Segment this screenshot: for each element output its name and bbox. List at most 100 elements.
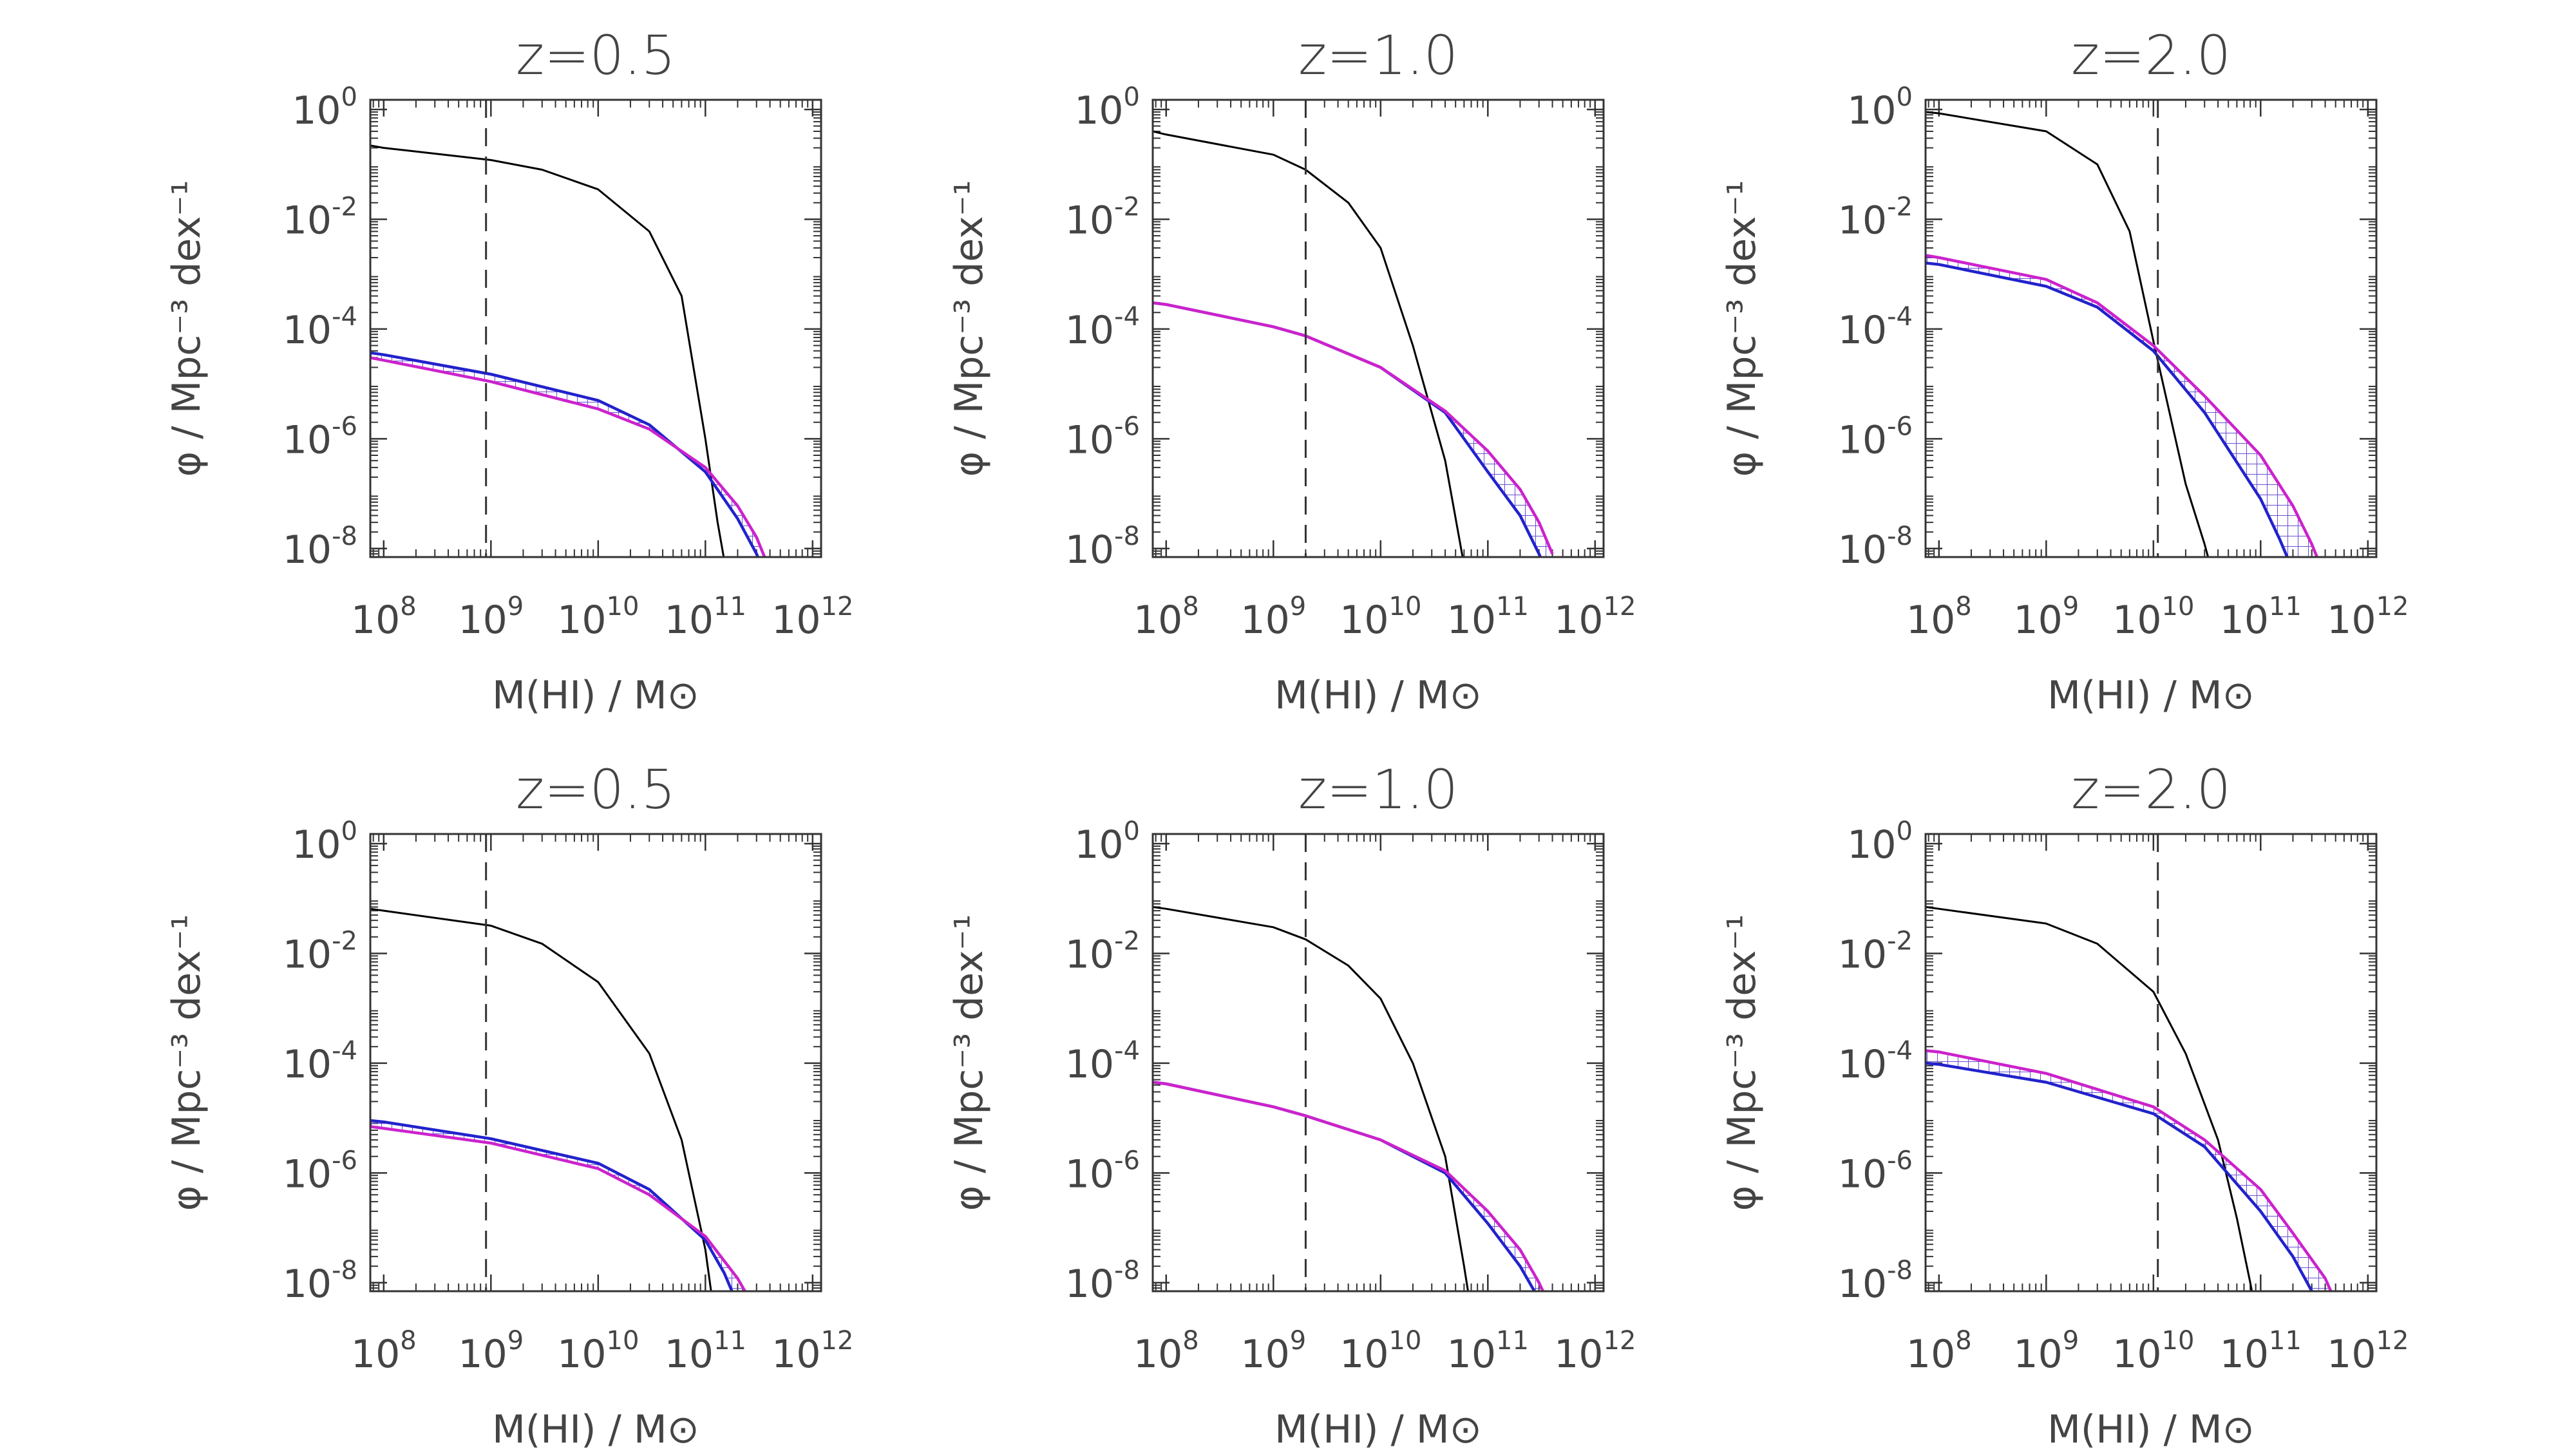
x-axis-label: M(HI) / M⊙ <box>492 673 699 718</box>
y-tick-label: 100 <box>292 817 357 867</box>
y-tick-label: 10-8 <box>283 1256 357 1307</box>
series-line-total <box>1153 130 1464 557</box>
y-tick-label: 10-6 <box>1838 412 1913 462</box>
plot-frame <box>1924 99 2378 558</box>
y-tick-label: 10-6 <box>1065 1146 1140 1197</box>
x-tick-label: 1011 <box>2220 1326 2302 1377</box>
plot-frame <box>1924 833 2378 1293</box>
x-tick-label: 108 <box>1906 592 1972 643</box>
x-axis-label: M(HI) / M⊙ <box>2047 673 2255 718</box>
series-line-magenta <box>1153 1081 1545 1291</box>
x-tick-label: 1012 <box>772 1326 853 1377</box>
series-line-magenta <box>1926 1049 2333 1291</box>
y-tick-label: 10-6 <box>283 412 357 462</box>
x-tick-label: 109 <box>458 592 524 643</box>
panel-5: 108 109 1010 1011 1012 100 10-2 10-4 10-6 10-8 z=1… <box>947 758 1636 1449</box>
x-tick-label: 1011 <box>1447 1326 1529 1377</box>
plot-frame <box>369 833 822 1293</box>
panel-title: z=1.0 <box>1298 24 1458 87</box>
y-tick-label: 100 <box>1074 82 1140 133</box>
series-line-total <box>1926 111 2210 557</box>
y-tick-label: 10-4 <box>1838 1036 1913 1087</box>
panel-title: z=0.5 <box>516 758 676 821</box>
y-tick-label: 10-8 <box>1838 1256 1913 1307</box>
y-tick-label: 10-8 <box>1065 522 1140 573</box>
y-axis-label: φ / Mpc⁻³ dex⁻¹ <box>947 914 992 1211</box>
y-tick-label: 10-4 <box>1065 302 1140 353</box>
panel-title: z=0.5 <box>516 24 676 87</box>
y-tick-label: 10-6 <box>283 1146 357 1197</box>
y-tick-label: 10-2 <box>1065 192 1140 243</box>
x-tick-label: 108 <box>351 592 417 643</box>
series-line-blue <box>370 1119 734 1291</box>
x-axis-label: M(HI) / M⊙ <box>492 1407 699 1449</box>
uncertainty-band <box>1153 303 1553 557</box>
series-line-total <box>370 907 712 1291</box>
y-tick-label: 10-4 <box>1838 302 1913 353</box>
series-line-blue <box>1926 261 2289 557</box>
x-tick-label: 109 <box>1240 1326 1306 1377</box>
series-line-blue <box>1926 1061 2314 1291</box>
x-tick-label: 108 <box>1133 592 1199 643</box>
panel-title: z=2.0 <box>2071 24 2231 87</box>
x-tick-label: 109 <box>458 1326 524 1377</box>
x-tick-label: 1012 <box>772 592 853 643</box>
panel-3: 108 109 1010 1011 1012 100 10-2 10-4 10-6 10-8 z=2… <box>1719 24 2409 718</box>
y-axis-label: φ / Mpc⁻³ dex⁻¹ <box>164 914 209 1211</box>
x-tick-label: 1012 <box>2327 1326 2409 1377</box>
x-tick-label: 1012 <box>2327 592 2409 643</box>
plot-frame <box>1151 833 1605 1293</box>
x-tick-label: 109 <box>1240 592 1306 643</box>
y-tick-label: 100 <box>1074 817 1140 867</box>
panel-4: 108 109 1010 1011 1012 100 10-2 10-4 10-6 10-8 z=0… <box>164 758 853 1449</box>
panel-6: 108 109 1010 1011 1012 100 10-2 10-4 10-6 10-8 z=2… <box>1719 758 2409 1449</box>
y-tick-label: 10-6 <box>1838 1146 1913 1197</box>
y-tick-label: 10-6 <box>1065 412 1140 462</box>
plot-frame <box>369 99 822 558</box>
x-tick-label: 1010 <box>2112 1326 2194 1377</box>
y-tick-label: 10-4 <box>283 302 357 353</box>
x-tick-label: 1011 <box>665 1326 746 1377</box>
y-tick-label: 10-2 <box>283 926 357 977</box>
x-tick-label: 1010 <box>2112 592 2194 643</box>
uncertainty-band <box>1926 255 2317 557</box>
x-tick-label: 1011 <box>665 592 746 643</box>
y-tick-label: 10-2 <box>1065 926 1140 977</box>
y-tick-label: 100 <box>292 82 357 133</box>
x-tick-label: 1010 <box>1340 1326 1421 1377</box>
x-tick-label: 108 <box>351 1326 417 1377</box>
x-tick-label: 1010 <box>1340 592 1421 643</box>
x-axis-label: M(HI) / M⊙ <box>1274 673 1482 718</box>
panel-title: z=2.0 <box>2071 758 2231 821</box>
uncertainty-band <box>370 1121 745 1291</box>
series-line-magenta <box>370 356 766 557</box>
uncertainty-band <box>1926 1050 2331 1291</box>
series-line-blue <box>1153 301 1542 557</box>
series-line-magenta <box>1926 254 2319 557</box>
x-tick-label: 109 <box>2013 1326 2079 1377</box>
y-tick-label: 10-8 <box>1838 522 1913 573</box>
y-axis-label: φ / Mpc⁻³ dex⁻¹ <box>947 180 992 477</box>
y-axis-label: φ / Mpc⁻³ dex⁻¹ <box>1719 914 1765 1211</box>
plot-frame <box>1151 99 1605 558</box>
y-tick-label: 100 <box>1847 817 1913 867</box>
x-tick-label: 1011 <box>2220 592 2302 643</box>
series-line-total <box>1153 905 1470 1291</box>
y-axis-label: φ / Mpc⁻³ dex⁻¹ <box>164 180 209 477</box>
x-tick-label: 1011 <box>1447 592 1529 643</box>
x-tick-label: 108 <box>1133 1326 1199 1377</box>
y-tick-label: 10-2 <box>1838 192 1913 243</box>
y-tick-label: 100 <box>1847 82 1913 133</box>
panel-2: 108 109 1010 1011 1012 100 10-2 10-4 10-6 10-8 z=1… <box>947 24 1636 718</box>
y-tick-label: 10-4 <box>283 1036 357 1087</box>
panel-title: z=1.0 <box>1298 758 1458 821</box>
series-line-total <box>1926 905 2253 1291</box>
y-tick-label: 10-4 <box>1065 1036 1140 1087</box>
x-tick-label: 108 <box>1906 1326 1972 1377</box>
x-axis-label: M(HI) / M⊙ <box>1274 1407 1482 1449</box>
series-line-blue <box>370 351 760 557</box>
panel-1: 108 109 1010 1011 1012 100 10-2 10-4 10-6 10-8 z=0… <box>164 24 853 718</box>
x-axis-label: M(HI) / M⊙ <box>2047 1407 2255 1449</box>
y-tick-label: 10-2 <box>283 192 357 243</box>
